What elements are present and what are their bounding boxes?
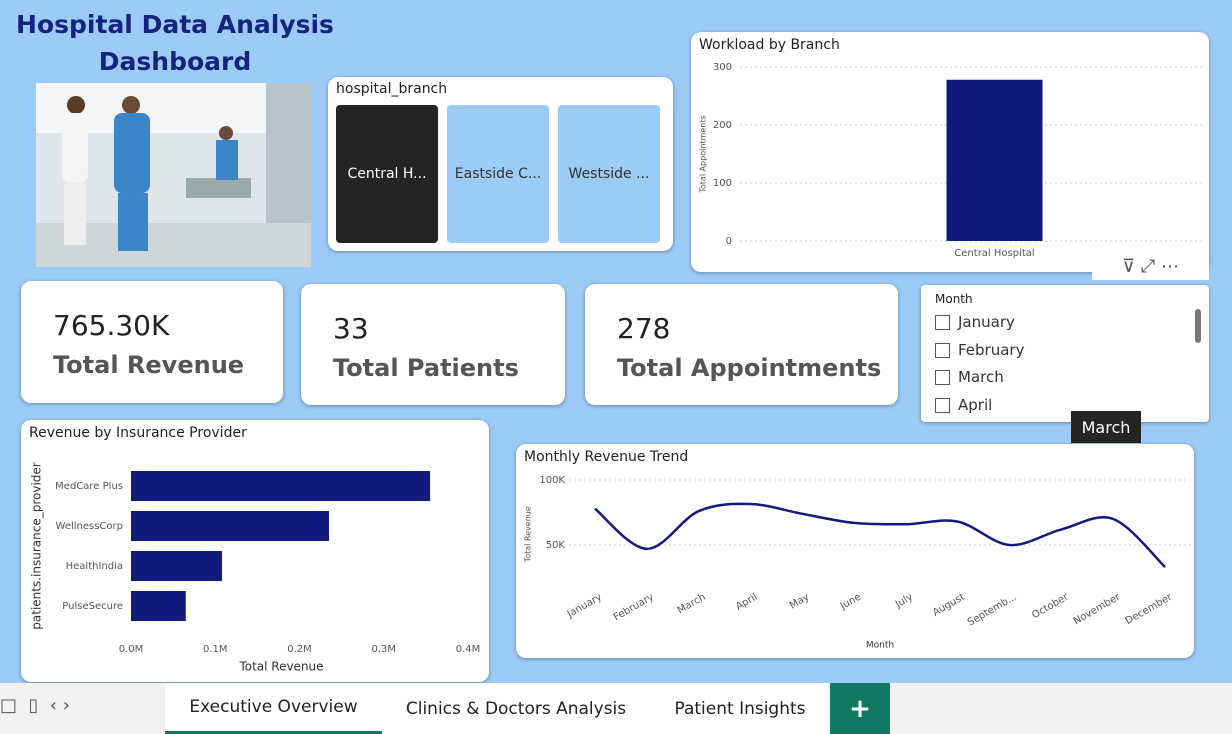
- tooltip: March: [1071, 411, 1141, 443]
- tab[interactable]: Executive Overview: [165, 683, 382, 734]
- nav-icons[interactable]: □ ▯ ‹ ›: [0, 695, 70, 716]
- x-tick-label: Septemb...: [966, 592, 1019, 629]
- bar: [131, 591, 186, 621]
- chart-title: Monthly Revenue Trend: [524, 449, 688, 465]
- kpi-value: 278: [617, 312, 671, 345]
- hospital-photo: [36, 83, 311, 267]
- kpi-label: Total Appointments: [617, 354, 882, 382]
- x-tick-label: 0.0M: [119, 644, 144, 655]
- slicer-title: hospital_branch: [336, 81, 448, 97]
- bar: [131, 511, 329, 541]
- x-tick-label: January: [565, 592, 604, 621]
- slicer-button[interactable]: Eastside C...: [447, 105, 549, 243]
- kpi-value: 765.30K: [53, 309, 170, 342]
- x-axis-label: Total Revenue: [238, 660, 323, 674]
- x-tick-label: October: [1030, 591, 1071, 621]
- y-axis-label: patients.insurance_provider: [30, 462, 44, 630]
- y-tick-label: 0: [726, 236, 732, 247]
- y-tick-label: MedCare Plus: [55, 481, 123, 492]
- tab[interactable]: Patient Insights: [650, 683, 830, 734]
- line: [594, 502, 1166, 569]
- y-tick-label: WellnessCorp: [56, 521, 123, 532]
- option-label: March: [958, 368, 1004, 386]
- y-tick-label: 300: [713, 62, 732, 73]
- kpi-card: 278 Total Appointments: [585, 284, 898, 405]
- chart: Monthly Revenue Trend 50K 100K January Febru…: [524, 449, 1191, 651]
- bar: [131, 471, 431, 501]
- dashboard-title: Hospital Data Analysis Dashboard: [16, 10, 334, 76]
- kpi-card: 765.30K Total Revenue: [21, 281, 283, 403]
- scrollbar[interactable]: [1195, 309, 1201, 343]
- x-tick-label: Central Hospital: [954, 248, 1034, 259]
- x-tick-label: February: [612, 592, 656, 624]
- option-label: April: [958, 396, 993, 414]
- option-label: January: [958, 313, 1015, 331]
- y-tick-label: 100: [713, 178, 732, 189]
- y-tick-label: 100K: [539, 475, 565, 486]
- x-tick-label: June: [838, 592, 863, 613]
- slicer-button[interactable]: Central H...: [336, 105, 438, 243]
- x-tick-label: November: [1072, 591, 1123, 627]
- kpi-label: Total Patients: [333, 354, 519, 382]
- add-tab[interactable]: +: [830, 683, 890, 734]
- kpi-value: 33: [333, 312, 369, 345]
- month-slicer: Month January February March April: [921, 285, 1209, 422]
- option-label: February: [958, 341, 1025, 359]
- bar: [946, 79, 1043, 241]
- x-tick-label: 0.2M: [287, 644, 312, 655]
- slicer-button[interactable]: Westside ...: [558, 105, 660, 243]
- x-tick-label: April: [734, 592, 759, 613]
- chart-card: Revenue by Insurance Provider 0.0M 0.1M 0.2…: [21, 420, 489, 682]
- slicer-title: Month: [935, 292, 973, 306]
- month-option[interactable]: January: [935, 313, 1015, 331]
- x-tick-label: 0.4M: [456, 644, 481, 655]
- x-tick-label: March: [676, 592, 708, 617]
- chart: Revenue by Insurance Provider 0.0M 0.1M 0.2…: [29, 425, 481, 674]
- chart-title: Workload by Branch: [699, 37, 840, 53]
- x-tick-label: 0.1M: [203, 644, 228, 655]
- branch-slicer: hospital_branch Central H... Eastside C.…: [328, 77, 673, 251]
- month-option[interactable]: March: [935, 368, 1004, 386]
- chart-card: Monthly Revenue Trend 50K 100K January Febru…: [516, 444, 1194, 658]
- x-axis-label: Month: [866, 641, 894, 651]
- bar: [131, 551, 222, 581]
- y-tick-label: 200: [713, 120, 732, 131]
- kpi-label: Total Revenue: [53, 351, 245, 379]
- chart-card: Workload by Branch 0 100 200 300 Total Appoin…: [691, 32, 1209, 272]
- y-tick-label: 50K: [546, 540, 566, 551]
- x-tick-label: December: [1124, 591, 1175, 627]
- tab[interactable]: Clinics & Doctors Analysis: [382, 683, 650, 734]
- x-tick-label: 0.3M: [371, 644, 396, 655]
- month-option[interactable]: April: [935, 396, 992, 414]
- y-axis-label: Total Revenue: [524, 506, 533, 563]
- kpi-card: 33 Total Patients: [301, 284, 565, 405]
- y-axis-label: Total Appointments: [699, 115, 708, 193]
- chart-title: Revenue by Insurance Provider: [29, 425, 247, 441]
- y-tick-label: HealthIndia: [66, 561, 123, 572]
- x-tick-label: July: [893, 592, 915, 611]
- chart: Workload by Branch 0 100 200 300 Total Appoin…: [699, 37, 1205, 259]
- tab-bar: □ ▯ ‹ › Executive Overview Clinics & Doc…: [0, 683, 1232, 734]
- month-option[interactable]: February: [935, 341, 1024, 359]
- y-tick-label: PulseSecure: [62, 601, 123, 612]
- x-tick-label: August: [931, 592, 967, 619]
- x-tick-label: May: [788, 592, 811, 612]
- visual-toolbar[interactable]: ⊽ ⤢ ⋯: [1092, 252, 1209, 280]
